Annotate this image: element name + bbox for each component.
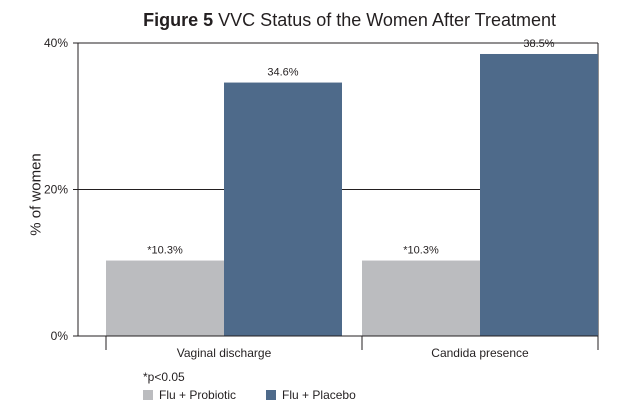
bar-value-label-0-1: *10.3% [403, 245, 439, 257]
y-tick-label-40: 40% [44, 36, 68, 50]
x-category-label-0: Vaginal discharge [177, 346, 272, 360]
x-category-label-1: Candida presence [431, 346, 529, 360]
figure-title-text: VVC Status of the Women After Treatment [218, 10, 556, 30]
legend-label-placebo: Flu + Placebo [282, 388, 356, 402]
bar-1-1 [480, 53, 598, 337]
bar-chart: 0% 20% 40% *10.3% 34.6% Vaginal discharge *10.… [44, 36, 599, 360]
footnote: *p<0.05 [143, 370, 185, 384]
bar-0-0 [106, 260, 224, 336]
bar-value-label-1-1: 38.5% [523, 38, 554, 50]
bar-value-label-1-0: 34.6% [267, 67, 298, 79]
bar-0-1 [362, 260, 480, 336]
bar-1-0 [224, 82, 342, 337]
legend-swatch-placebo [266, 390, 277, 400]
legend-item-probiotic: Flu + Probiotic [143, 388, 236, 402]
legend: Flu + Probiotic Flu + Placebo [143, 388, 386, 402]
bar-value-label-0-0: *10.3% [147, 245, 183, 257]
legend-item-placebo: Flu + Placebo [266, 388, 356, 402]
legend-label-probiotic: Flu + Probiotic [159, 388, 237, 402]
legend-swatch-probiotic [143, 390, 153, 400]
figure-number: Figure 5 [143, 10, 214, 30]
y-tick-label-20: 20% [44, 183, 68, 197]
chart-title: Figure 5 VVC Status of the Women After T… [0, 10, 636, 31]
y-tick-label-0: 0% [51, 329, 69, 343]
